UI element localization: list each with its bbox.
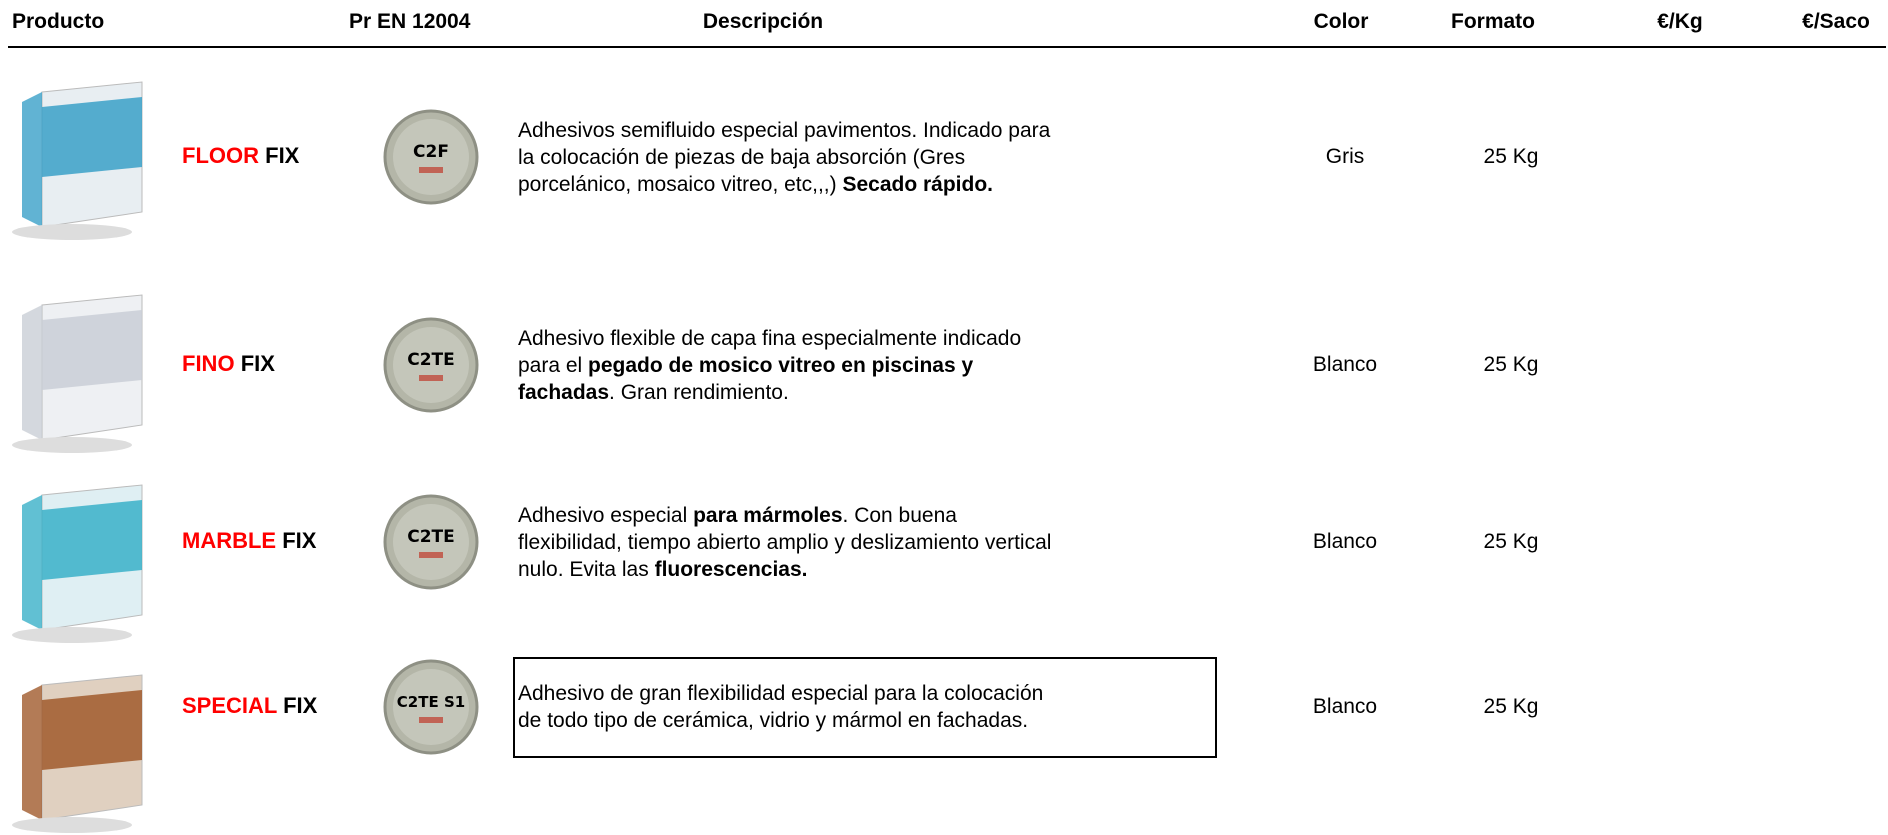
description-text: nulo. Evita las (518, 557, 655, 581)
column-header: Pr EN 12004 (349, 10, 471, 33)
description-text: pegado de mosico vitreo en piscinas y (588, 353, 974, 377)
description-line: Adhesivo de gran flexibilidad especial p… (518, 680, 1043, 707)
norm-badge: C2TE S1 (383, 659, 479, 755)
product-name: FLOOR FIX (182, 143, 299, 169)
name-part: SPECIAL (182, 693, 277, 718)
description-line: Adhesivo flexible de capa fina especialm… (518, 325, 1021, 352)
description-text: flexibilidad, tiempo abierto amplio y de… (518, 530, 1052, 554)
norm-code: C2F (413, 142, 449, 162)
product-name: SPECIAL FIX (182, 693, 317, 719)
description-line: fachadas. Gran rendimiento. (518, 379, 1021, 406)
description-box (513, 657, 1217, 758)
description-text: para mármoles (693, 503, 843, 527)
name-part: FLOOR (182, 143, 259, 168)
description-text: de todo tipo de cerámica, vidrio y mármo… (518, 709, 1029, 732)
product-image (12, 81, 143, 240)
norm-badge: C2TE (383, 494, 479, 590)
description: Adhesivo especial para mármoles. Con bue… (518, 502, 1051, 583)
name-part: MARBLE (182, 528, 277, 553)
header-rule (8, 46, 1886, 48)
description-text: Adhesivo especial (518, 503, 694, 527)
norm-code: C2TE (407, 350, 455, 370)
color-cell: Blanco (1312, 530, 1378, 553)
column-header: Descripción (702, 10, 824, 33)
name-part: FIX (283, 693, 318, 718)
product-name: MARBLE FIX (182, 528, 316, 554)
color-cell: Blanco (1312, 695, 1378, 718)
color-cell: Gris (1325, 145, 1365, 168)
description: Adhesivo flexible de capa fina especialm… (518, 325, 1021, 406)
product-name: FINO FIX (182, 351, 275, 377)
description-line: la colocación de piezas de baja absorció… (518, 144, 1050, 171)
description-text: Adhesivo flexible de capa fina especialm… (518, 326, 1022, 350)
product-image (12, 294, 143, 453)
name-part: FIX (282, 528, 317, 553)
description-line: para el pegado de mosico vitreo en pisci… (518, 352, 1021, 379)
color-cell: Blanco (1312, 353, 1378, 376)
description-text: . Con buena (842, 503, 957, 527)
name-part: FIX (265, 143, 300, 168)
description-line: nulo. Evita las fluorescencias. (518, 556, 1051, 583)
description-line: de todo tipo de cerámica, vidrio y mármo… (518, 707, 1043, 734)
description-text: Adhesivos semifluido especial pavimentos… (518, 118, 1051, 142)
description-line: Adhesivo especial para mármoles. Con bue… (518, 502, 1051, 529)
format-cell: 25 Kg (1483, 695, 1539, 718)
description-line: Adhesivos semifluido especial pavimentos… (518, 117, 1050, 144)
product-image (12, 674, 143, 833)
column-header: €/Kg (1657, 10, 1703, 33)
norm-badge: C2F (383, 109, 479, 205)
description-text: la colocación de piezas de baja absorció… (518, 145, 966, 169)
norm-badge: C2TE (383, 317, 479, 413)
column-header: €/Saco (1802, 10, 1870, 33)
format-cell: 25 Kg (1483, 145, 1539, 168)
description-text: . Gran rendimiento. (609, 380, 789, 404)
format-cell: 25 Kg (1483, 530, 1539, 553)
description-text: porcelánico, mosaico vitreo, etc,,,) (518, 172, 843, 196)
norm-code: C2TE S1 (397, 693, 465, 711)
name-part: FINO (182, 351, 235, 376)
norm-code: C2TE (407, 527, 455, 547)
format-cell: 25 Kg (1483, 353, 1539, 376)
description-line: porcelánico, mosaico vitreo, etc,,,) Sec… (518, 171, 1050, 198)
description-text: Adhesivo de gran flexibilidad especial p… (518, 682, 1044, 705)
description: Adhesivo de gran flexibilidad especial p… (518, 680, 1043, 734)
name-part: FIX (240, 351, 275, 376)
column-header: Producto (12, 10, 105, 33)
description-line: flexibilidad, tiempo abierto amplio y de… (518, 529, 1051, 556)
column-header: Color (1313, 10, 1369, 33)
description-text: Secado rápido. (842, 172, 994, 196)
description-text: para el (518, 353, 589, 377)
description: Adhesivos semifluido especial pavimentos… (518, 117, 1050, 198)
description-text: fluorescencias. (654, 557, 808, 581)
column-header: Formato (1451, 10, 1535, 33)
description-text: fachadas (518, 380, 610, 404)
product-image (12, 484, 143, 643)
